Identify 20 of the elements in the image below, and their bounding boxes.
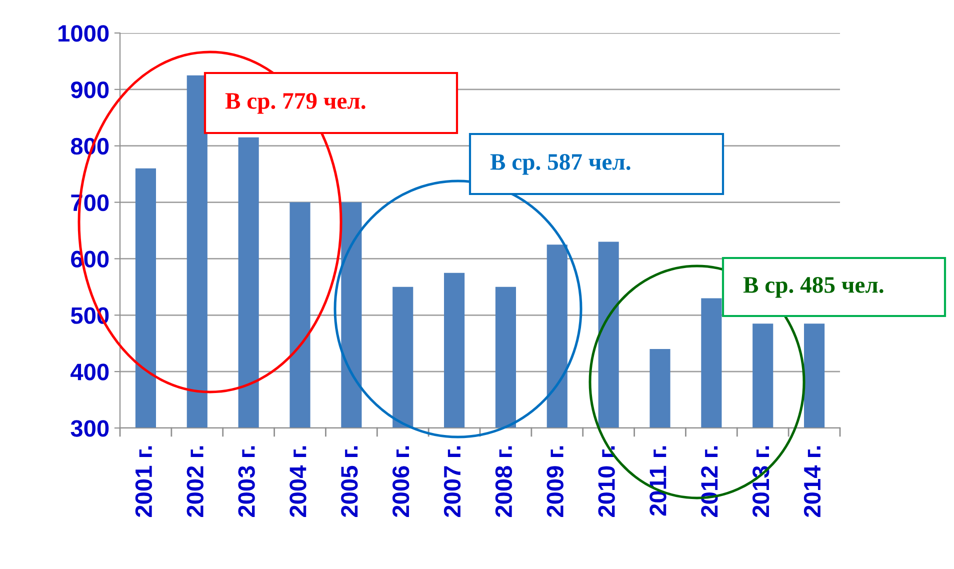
x-tick-label: 2005 г. bbox=[341, 446, 358, 517]
x-tick-label: 2008 г. bbox=[495, 446, 512, 517]
x-tick-label: 2001 г. bbox=[135, 446, 152, 517]
x-tick-label: 2007 г. bbox=[444, 446, 461, 517]
y-tick-label: 900 bbox=[71, 81, 109, 98]
x-tick-label: 2011 г. bbox=[650, 446, 666, 516]
x-tick-label: 2009 г. bbox=[546, 446, 564, 517]
x-tick-label: 2013 г. bbox=[752, 446, 770, 517]
x-tick-label: 2012 г. bbox=[701, 446, 718, 517]
x-tick-label: 2002 г. bbox=[186, 446, 204, 517]
x-tick-label: 2014 г. bbox=[804, 446, 821, 517]
x-tick-label: 2003 г. bbox=[238, 446, 255, 517]
annotation: В ср. 485 чел. bbox=[743, 276, 884, 298]
y-tick-label: 400 bbox=[70, 364, 109, 380]
x-tick-label: 2004 г. bbox=[290, 446, 306, 517]
y-tick-label: 300 bbox=[70, 420, 109, 437]
y-tick-label: 1000 bbox=[58, 25, 109, 42]
annotation: В ср. 587 чел. bbox=[490, 154, 630, 175]
annotation: В ср. 779 чел. bbox=[225, 93, 366, 114]
x-tick-label: 2006 г. bbox=[392, 446, 410, 517]
